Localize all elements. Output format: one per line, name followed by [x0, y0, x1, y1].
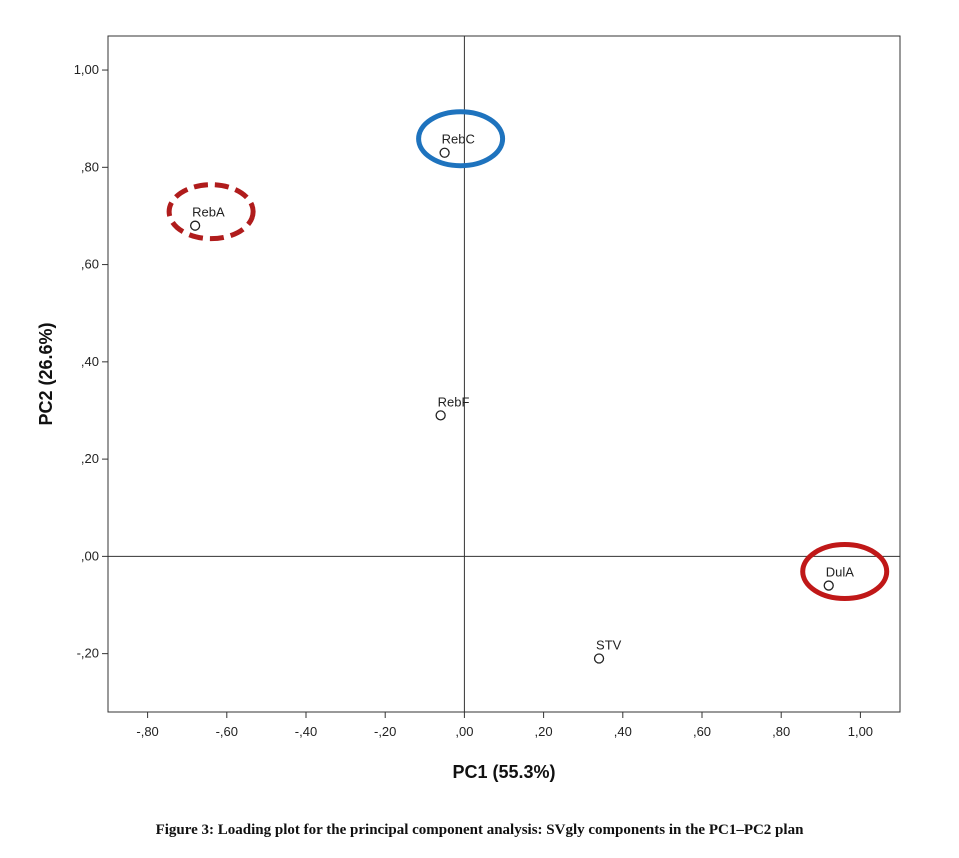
- y-tick-label: ,80: [81, 159, 99, 174]
- x-tick-label: 1,00: [848, 724, 873, 739]
- x-tick-label: ,20: [535, 724, 553, 739]
- reference-lines: [108, 36, 900, 712]
- data-points: RebA RebC RebF STV DulA: [189, 132, 855, 664]
- loading-plot: -,80 -,60 -,40 -,20 ,00 ,20 ,40 ,60 ,80 1,00 -,20…: [36, 35, 901, 782]
- plot-area: [107, 35, 901, 713]
- y-tick-label: -,20: [77, 646, 99, 661]
- point-label-reba: RebA: [192, 205, 225, 220]
- y-tick-label: ,40: [81, 354, 99, 369]
- point-stv: [593, 653, 605, 664]
- point-label-dula: DulA: [826, 565, 855, 580]
- x-tick-label: ,40: [614, 724, 632, 739]
- highlight-ellipse-rebc: [416, 109, 506, 169]
- figure-caption: Figure 3: Loading plot for the principal…: [155, 822, 804, 838]
- point-rebf: [435, 410, 446, 421]
- x-axis-ticks: -,80 -,60 -,40 -,20 ,00 ,20 ,40 ,60 ,80 1,00: [136, 712, 873, 739]
- y-axis-title: PC2 (26.6%): [36, 322, 56, 425]
- y-tick-label: 1,00: [74, 62, 99, 77]
- y-tick-label: ,60: [81, 257, 99, 272]
- highlight-ellipse-dula: [800, 542, 890, 602]
- x-axis-title: PC1 (55.3%): [452, 762, 555, 782]
- point-label-stv: STV: [596, 638, 622, 653]
- point-rebc: [439, 147, 450, 158]
- x-tick-label: ,00: [455, 724, 473, 739]
- x-tick-label: ,60: [693, 724, 711, 739]
- x-tick-label: -,60: [216, 724, 238, 739]
- y-tick-label: ,00: [81, 548, 99, 563]
- y-axis-ticks: -,20 ,00 ,20 ,40 ,60 ,80 1,00: [74, 62, 108, 661]
- x-tick-label: -,80: [136, 724, 158, 739]
- x-tick-label: -,20: [374, 724, 396, 739]
- y-tick-label: ,20: [81, 451, 99, 466]
- point-dula: [823, 580, 834, 591]
- point-reba: [189, 220, 201, 231]
- highlight-ellipse-reba: [166, 182, 256, 242]
- x-tick-label: ,80: [772, 724, 790, 739]
- point-label-rebf: RebF: [438, 394, 470, 409]
- highlight-ellipses: [166, 109, 890, 602]
- point-label-rebc: RebC: [442, 132, 475, 147]
- x-tick-label: -,40: [295, 724, 317, 739]
